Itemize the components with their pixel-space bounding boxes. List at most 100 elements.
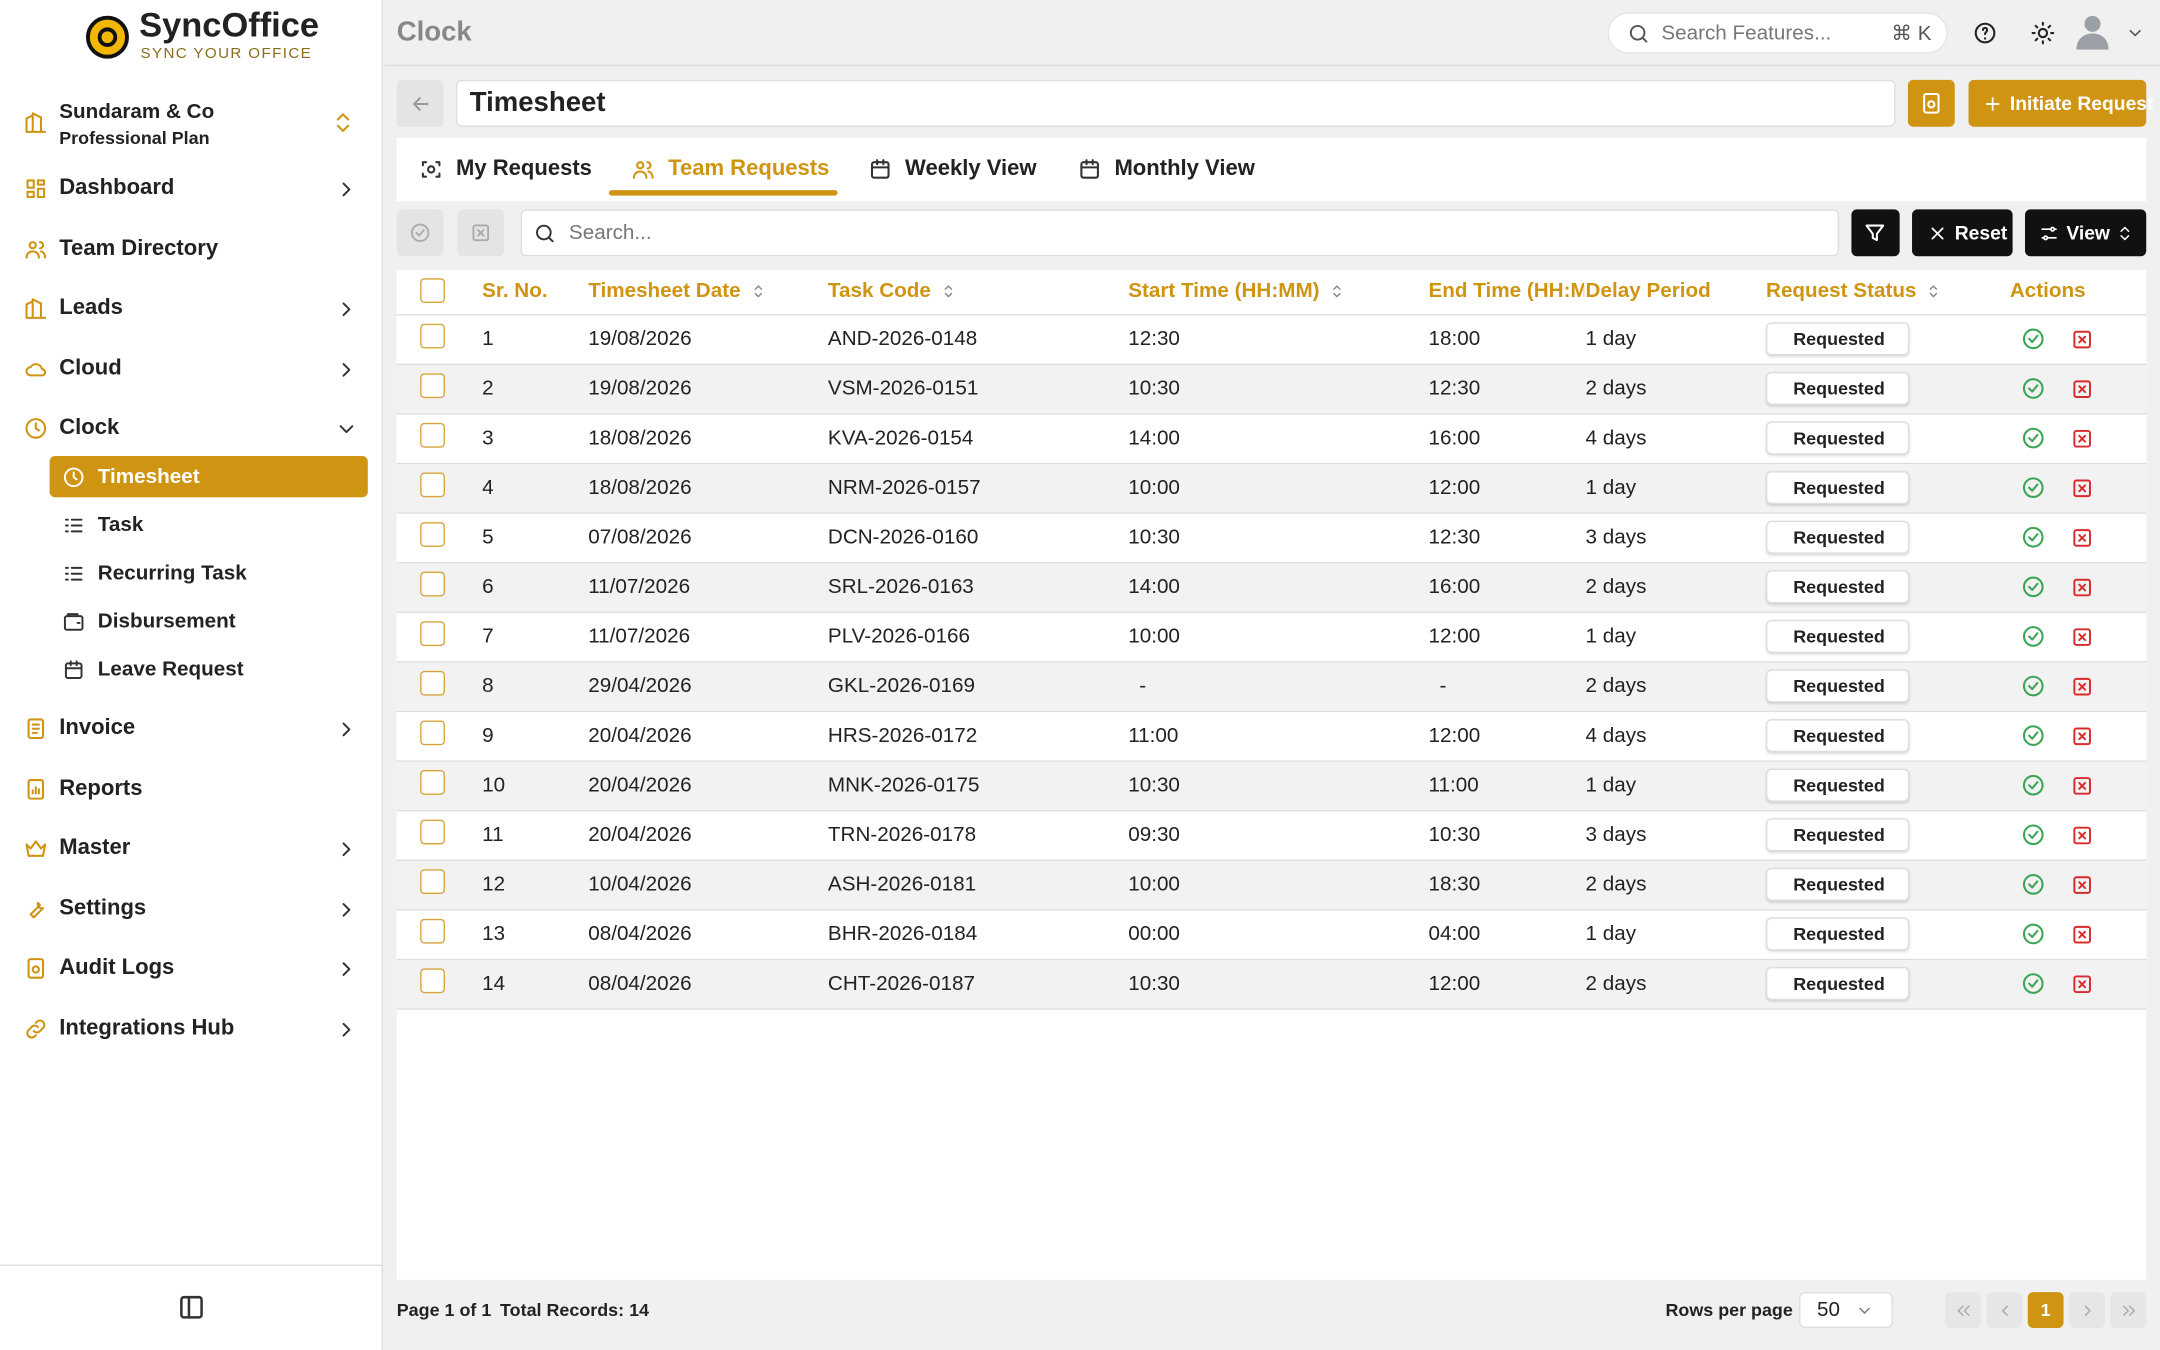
reject-action[interactable] bbox=[2070, 773, 2093, 796]
approve-action[interactable] bbox=[2021, 674, 2046, 699]
avatar[interactable] bbox=[2073, 11, 2112, 50]
reject-action[interactable] bbox=[2070, 377, 2093, 400]
reject-action[interactable] bbox=[2070, 426, 2093, 449]
org-plan: Professional Plan bbox=[59, 127, 210, 149]
icon-part bbox=[632, 161, 654, 179]
sort-icon[interactable] bbox=[1924, 282, 1942, 300]
cell: 1 day bbox=[1585, 922, 1637, 946]
nav-chevron bbox=[341, 181, 350, 196]
nav-label: Master bbox=[59, 836, 131, 860]
sort-icon[interactable] bbox=[1327, 282, 1345, 300]
checkbox[interactable] bbox=[420, 522, 445, 547]
reject-action[interactable] bbox=[2070, 674, 2093, 697]
approve-action[interactable] bbox=[2021, 773, 2046, 798]
cell: 14:00 bbox=[1128, 426, 1180, 450]
icon-part bbox=[36, 187, 46, 199]
icon-part bbox=[2077, 731, 2086, 740]
icon-part bbox=[97, 27, 118, 47]
active-menu[interactable] bbox=[49, 455, 368, 498]
page-button[interactable] bbox=[1986, 1292, 2023, 1328]
reject-action[interactable] bbox=[2070, 823, 2093, 846]
approve-action[interactable] bbox=[2021, 822, 2046, 847]
icon-part bbox=[341, 362, 350, 377]
icon-part bbox=[2022, 725, 2044, 746]
reset-button[interactable] bbox=[1912, 209, 2013, 257]
approve-action[interactable] bbox=[2021, 326, 2046, 351]
reject-action[interactable] bbox=[2070, 724, 2093, 747]
icon-part bbox=[636, 161, 645, 170]
approve-action[interactable] bbox=[2021, 475, 2046, 500]
checkbox[interactable] bbox=[420, 621, 445, 647]
checkbox[interactable] bbox=[420, 918, 445, 944]
checkbox[interactable] bbox=[420, 720, 445, 746]
icon-part bbox=[2072, 379, 2091, 398]
profile-chevron[interactable] bbox=[2126, 23, 2145, 42]
icon-part bbox=[2028, 681, 2039, 691]
icon-part bbox=[336, 113, 350, 132]
reject-action[interactable] bbox=[2070, 575, 2093, 598]
shortcut: ⌘ K bbox=[1891, 22, 1932, 46]
reject-action[interactable] bbox=[2070, 526, 2093, 549]
rows-select[interactable] bbox=[1799, 1292, 1893, 1328]
column-header: Sr. No. bbox=[482, 278, 548, 303]
checkbox[interactable] bbox=[420, 869, 445, 895]
icon-part bbox=[2076, 33, 2109, 50]
approve-action[interactable] bbox=[2021, 525, 2046, 550]
reject-action[interactable] bbox=[2070, 922, 2093, 945]
reject-action[interactable] bbox=[2070, 327, 2093, 350]
checkbox[interactable] bbox=[420, 373, 445, 399]
current-page[interactable]: 1 bbox=[2027, 1292, 2064, 1328]
cell: 13 bbox=[482, 922, 506, 946]
view-button[interactable] bbox=[2024, 209, 2147, 257]
reject-action[interactable] bbox=[2070, 873, 2093, 896]
org-switch[interactable] bbox=[331, 110, 356, 135]
approve-action[interactable] bbox=[2021, 872, 2046, 897]
checkbox[interactable] bbox=[420, 472, 445, 498]
submenu-icon bbox=[63, 466, 83, 487]
page-info: Page 1 of 1 bbox=[396, 1299, 492, 1321]
checkbox[interactable] bbox=[420, 670, 445, 696]
approve-action[interactable] bbox=[2021, 922, 2046, 947]
nav-label: Team Directory bbox=[59, 236, 219, 261]
checkbox[interactable] bbox=[420, 819, 445, 845]
reject-action[interactable] bbox=[2070, 476, 2093, 499]
export-button[interactable] bbox=[1907, 79, 1955, 127]
theme-icon[interactable] bbox=[2031, 21, 2056, 46]
help-icon[interactable] bbox=[1973, 21, 1998, 46]
nav-label: Cloud bbox=[59, 356, 122, 381]
approve-action[interactable] bbox=[2021, 426, 2046, 451]
icon-part bbox=[2077, 830, 2086, 839]
checkbox[interactable] bbox=[420, 571, 445, 597]
filter-button[interactable] bbox=[1851, 209, 1900, 257]
search-placeholder: Search... bbox=[568, 221, 652, 245]
global-search[interactable] bbox=[1607, 12, 1948, 54]
cell: 3 days bbox=[1585, 525, 1647, 549]
approve-action[interactable] bbox=[2021, 574, 2046, 599]
sort-icon[interactable] bbox=[749, 282, 767, 300]
table-search[interactable] bbox=[520, 209, 1840, 257]
checkbox[interactable] bbox=[420, 770, 445, 795]
icon-part bbox=[1985, 96, 1999, 111]
cell: 16:00 bbox=[1428, 426, 1481, 450]
status-label: Requested bbox=[1793, 923, 1885, 945]
icon-part bbox=[2077, 682, 2086, 690]
icon-part bbox=[2028, 781, 2039, 790]
page-button[interactable] bbox=[2069, 1292, 2105, 1328]
sort-icon[interactable] bbox=[939, 282, 957, 300]
reject-action[interactable] bbox=[2070, 625, 2093, 648]
checkbox[interactable] bbox=[420, 968, 445, 994]
reject-action[interactable] bbox=[2070, 972, 2093, 995]
approve-action[interactable] bbox=[2021, 376, 2046, 401]
checkbox[interactable] bbox=[420, 422, 445, 448]
sidebar-toggle[interactable] bbox=[176, 1292, 206, 1322]
icon-part bbox=[2077, 930, 2086, 938]
approve-action[interactable] bbox=[2021, 723, 2046, 748]
status-badge: Requested bbox=[1766, 867, 1910, 901]
approve-selected[interactable] bbox=[396, 209, 444, 257]
approve-action[interactable] bbox=[2021, 971, 2046, 996]
checkbox[interactable] bbox=[420, 323, 445, 349]
cell: 10:30 bbox=[1128, 773, 1180, 797]
checkbox[interactable] bbox=[420, 278, 445, 304]
approve-action[interactable] bbox=[2021, 624, 2046, 649]
cell: 19/08/2026 bbox=[588, 327, 692, 351]
